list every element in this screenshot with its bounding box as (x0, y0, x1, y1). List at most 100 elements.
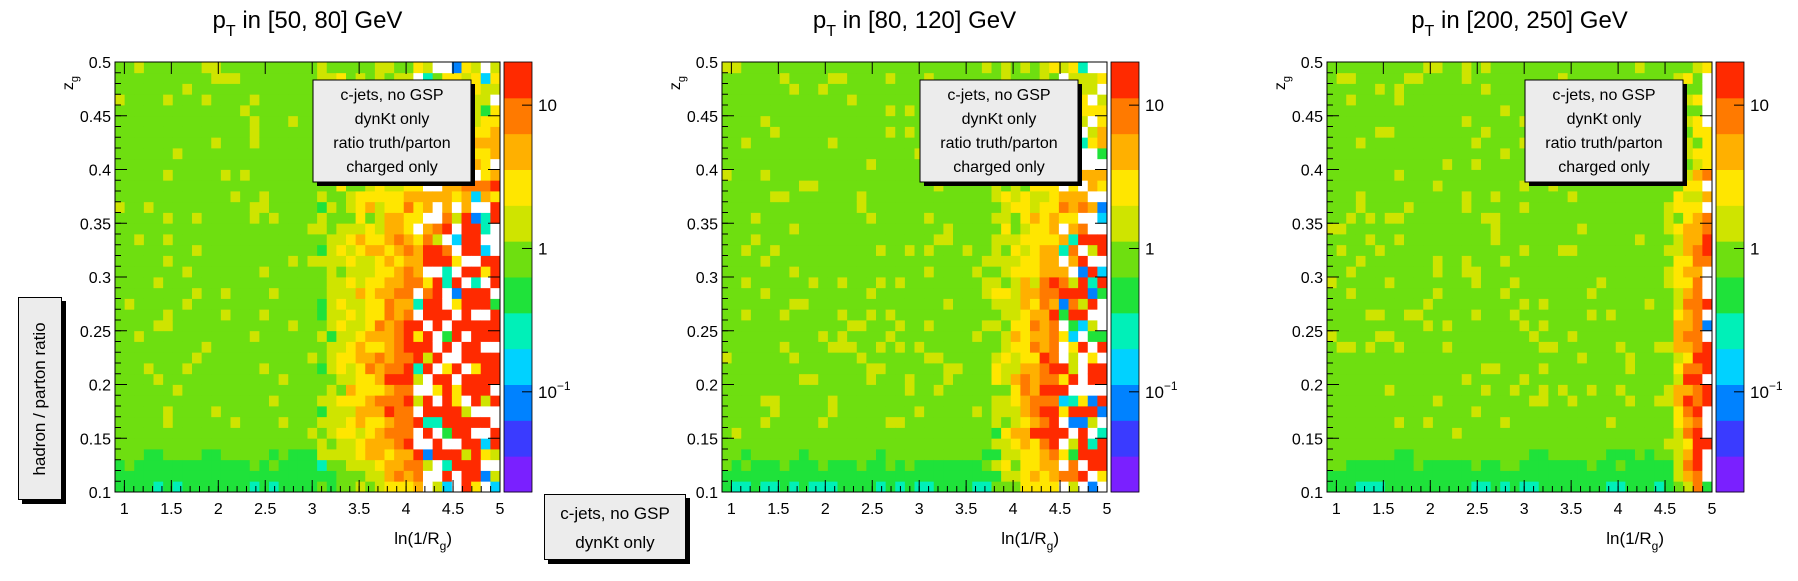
heatmap-cell (221, 73, 231, 84)
heatmap-cell (365, 471, 375, 482)
heatmap-cell (751, 159, 761, 170)
heatmap-cell (1568, 374, 1578, 385)
heatmap-cell (221, 223, 231, 234)
heatmap-cell (1375, 202, 1385, 213)
heatmap-cell (1577, 277, 1587, 288)
heatmap-cell (905, 105, 915, 116)
heatmap-cell (250, 428, 260, 439)
heatmap-cell (1568, 277, 1578, 288)
heatmap-cell (1635, 277, 1645, 288)
heatmap-cell (317, 202, 327, 213)
heatmap-cell (385, 342, 395, 353)
heatmap-cell (1481, 94, 1491, 105)
heatmap-cell (1548, 471, 1558, 482)
heatmap-cell (125, 223, 135, 234)
heatmap-cell (1356, 385, 1366, 396)
heatmap-cell (1394, 191, 1404, 202)
heatmap-cell (838, 331, 848, 342)
heatmap-cell (269, 148, 279, 159)
heatmap-cell (818, 191, 828, 202)
heatmap-cell (134, 320, 144, 331)
heatmap-cell (1577, 395, 1587, 406)
heatmap-cell (1443, 213, 1453, 224)
heatmap-cell (144, 116, 154, 127)
heatmap-cell (1375, 234, 1385, 245)
heatmap-cell (761, 94, 771, 105)
heatmap-cell (1443, 137, 1453, 148)
heatmap-cell (1625, 223, 1635, 234)
heatmap-cell (1088, 481, 1098, 492)
heatmap-cell (1500, 245, 1510, 256)
heatmap-cell (269, 159, 279, 170)
heatmap-cell (336, 395, 346, 406)
heatmap-cell (279, 471, 289, 482)
heatmap-cell (789, 309, 799, 320)
heatmap-cell (982, 481, 992, 492)
heatmap-cell (732, 449, 742, 460)
heatmap-cell (144, 266, 154, 277)
heatmap-cell (1568, 449, 1578, 460)
heatmap-cell (953, 374, 963, 385)
heatmap-cell (115, 449, 125, 460)
heatmap-cell (722, 213, 732, 224)
heatmap-cell (1394, 94, 1404, 105)
heatmap-cell (1654, 62, 1664, 73)
heatmap-cell (211, 116, 221, 127)
x-axis-label: ln(1/Rg) (394, 529, 452, 553)
heatmap-cell (327, 299, 337, 310)
heatmap-cell (866, 223, 876, 234)
heatmap-cell (770, 245, 780, 256)
heatmap-cell (857, 180, 867, 191)
heatmap-cell (182, 256, 192, 267)
heatmap-cell (173, 245, 183, 256)
heatmap-cell (1001, 62, 1011, 73)
heatmap-cell (365, 481, 375, 492)
heatmap-cell (385, 374, 395, 385)
heatmap-cell (761, 245, 771, 256)
heatmap-cell (1356, 288, 1366, 299)
heatmap-cell (490, 277, 500, 288)
heatmap-cell (1654, 191, 1664, 202)
heatmap-cell (1500, 299, 1510, 310)
heatmap-cell (876, 428, 886, 439)
heatmap-cell (780, 234, 790, 245)
heatmap-cell (1520, 363, 1530, 374)
heatmap-cell (1539, 234, 1549, 245)
heatmap-cell (1385, 234, 1395, 245)
colorbar-segment (1111, 170, 1139, 206)
heatmap-cell (192, 352, 202, 363)
heatmap-cell (471, 256, 481, 267)
heatmap-cell (857, 417, 867, 428)
heatmap-cell (876, 266, 886, 277)
heatmap-cell (308, 223, 318, 234)
heatmap-cell (279, 159, 289, 170)
heatmap-cell (1500, 202, 1510, 213)
heatmap-cell (1414, 105, 1424, 116)
heatmap-cell (828, 137, 838, 148)
heatmap-cell (1443, 352, 1453, 363)
heatmap-cell (847, 202, 857, 213)
heatmap-cell (192, 481, 202, 492)
heatmap-cell (972, 309, 982, 320)
heatmap-cell (1078, 385, 1088, 396)
heatmap-cell (1481, 438, 1491, 449)
heatmap-cell (1529, 481, 1539, 492)
heatmap-cell (992, 277, 1002, 288)
heatmap-cell (963, 320, 973, 331)
heatmap-cell (211, 331, 221, 342)
heatmap-cell (288, 213, 298, 224)
heatmap-cell (770, 277, 780, 288)
heatmap-cell (1049, 277, 1059, 288)
heatmap-cell (211, 288, 221, 299)
heatmap-cell (259, 105, 269, 116)
heatmap-cell (799, 460, 809, 471)
heatmap-cell (173, 127, 183, 138)
heatmap-cell (336, 266, 346, 277)
heatmap-cell (886, 62, 896, 73)
heatmap-cell (828, 406, 838, 417)
heatmap-cell (211, 417, 221, 428)
heatmap-cell (192, 127, 202, 138)
heatmap-cell (789, 159, 799, 170)
heatmap-cell (442, 62, 452, 73)
heatmap-cell (288, 385, 298, 396)
